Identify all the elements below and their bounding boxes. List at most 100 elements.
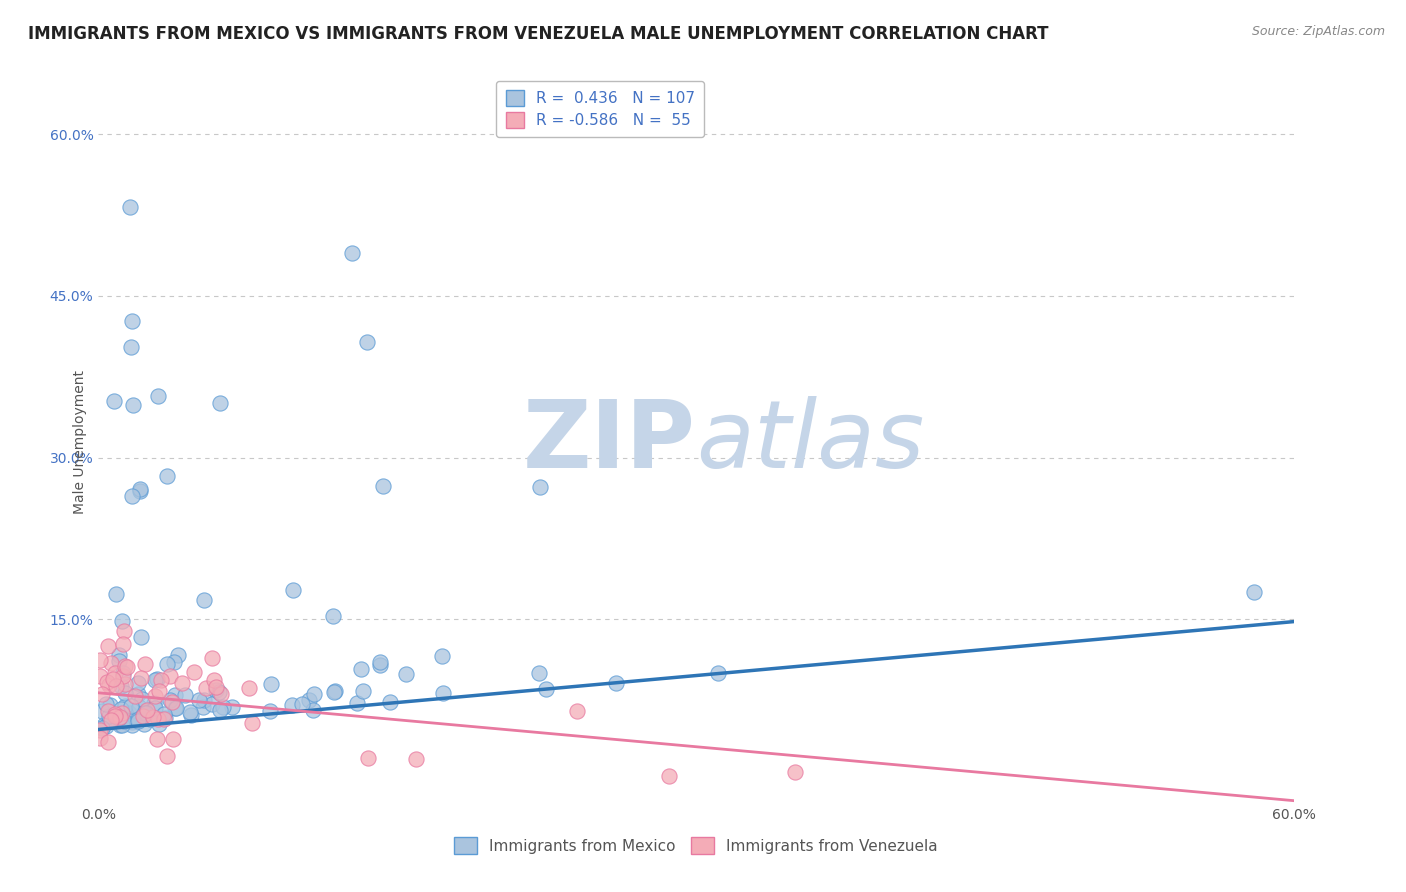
Text: Source: ZipAtlas.com: Source: ZipAtlas.com: [1251, 25, 1385, 38]
Point: [191, 700, 214, 714]
Point: [112, 624, 135, 638]
Point: [380, 695, 402, 709]
Point: [165, 701, 187, 715]
Point: [202, 673, 225, 687]
Point: [114, 698, 136, 713]
Point: [193, 693, 215, 707]
Point: [103, 665, 125, 680]
Point: [128, 700, 150, 714]
Point: [110, 679, 132, 693]
Point: [111, 717, 134, 731]
Text: atlas: atlas: [696, 396, 924, 487]
Point: [143, 673, 166, 687]
Y-axis label: Male Unemployment: Male Unemployment: [73, 369, 87, 514]
Point: [118, 706, 141, 720]
Point: [159, 693, 181, 707]
Point: [160, 695, 183, 709]
Point: [93, 718, 115, 732]
Point: [100, 713, 122, 727]
Point: [112, 666, 135, 681]
Point: [1243, 585, 1265, 599]
Point: [165, 700, 187, 714]
Point: [132, 708, 155, 723]
Point: [260, 677, 283, 691]
Point: [302, 687, 325, 701]
Point: [565, 704, 588, 718]
Point: [104, 706, 127, 721]
Point: [89, 731, 111, 745]
Point: [281, 583, 304, 598]
Point: [134, 657, 156, 671]
Point: [111, 669, 134, 683]
Point: [103, 672, 125, 686]
Point: [96, 640, 118, 654]
Point: [114, 677, 136, 691]
Point: [159, 669, 181, 683]
Point: [221, 700, 243, 714]
Point: [98, 678, 121, 692]
Point: [104, 587, 127, 601]
Point: [209, 687, 232, 701]
Point: [100, 698, 122, 712]
Point: [136, 703, 159, 717]
Point: [172, 675, 194, 690]
Point: [357, 751, 380, 765]
Point: [529, 480, 551, 494]
Point: [134, 704, 156, 718]
Point: [167, 648, 190, 662]
Point: [323, 684, 346, 698]
Point: [142, 709, 165, 723]
Point: [121, 718, 143, 732]
Point: [108, 648, 131, 662]
Point: [100, 656, 122, 670]
Point: [132, 706, 155, 720]
Point: [108, 710, 131, 724]
Point: [89, 669, 111, 683]
Point: [149, 673, 172, 687]
Point: [302, 702, 325, 716]
Point: [97, 704, 120, 718]
Point: [89, 723, 111, 738]
Point: [156, 657, 179, 672]
Point: [103, 708, 125, 723]
Point: [201, 651, 224, 665]
Point: [143, 700, 166, 714]
Point: [658, 769, 681, 783]
Point: [205, 682, 228, 697]
Point: [121, 713, 143, 727]
Point: [180, 708, 202, 723]
Point: [352, 684, 374, 698]
Point: [94, 719, 117, 733]
Point: [112, 714, 135, 728]
Point: [209, 396, 232, 410]
Point: [432, 686, 454, 700]
Text: ZIP: ZIP: [523, 395, 696, 488]
Point: [298, 693, 321, 707]
Point: [148, 684, 170, 698]
Point: [290, 697, 312, 711]
Point: [122, 398, 145, 412]
Point: [148, 712, 170, 726]
Point: [94, 698, 117, 712]
Point: [120, 340, 142, 354]
Point: [103, 709, 125, 723]
Point: [350, 662, 373, 676]
Point: [156, 748, 179, 763]
Point: [605, 676, 627, 690]
Point: [127, 686, 149, 700]
Point: [127, 712, 149, 726]
Point: [129, 630, 152, 644]
Point: [121, 489, 143, 503]
Point: [103, 393, 125, 408]
Point: [143, 689, 166, 703]
Point: [97, 734, 120, 748]
Point: [153, 711, 176, 725]
Point: [121, 314, 143, 328]
Point: [91, 722, 114, 736]
Point: [132, 716, 155, 731]
Point: [156, 469, 179, 483]
Point: [91, 687, 114, 701]
Point: [108, 654, 131, 668]
Point: [394, 666, 416, 681]
Point: [208, 703, 231, 717]
